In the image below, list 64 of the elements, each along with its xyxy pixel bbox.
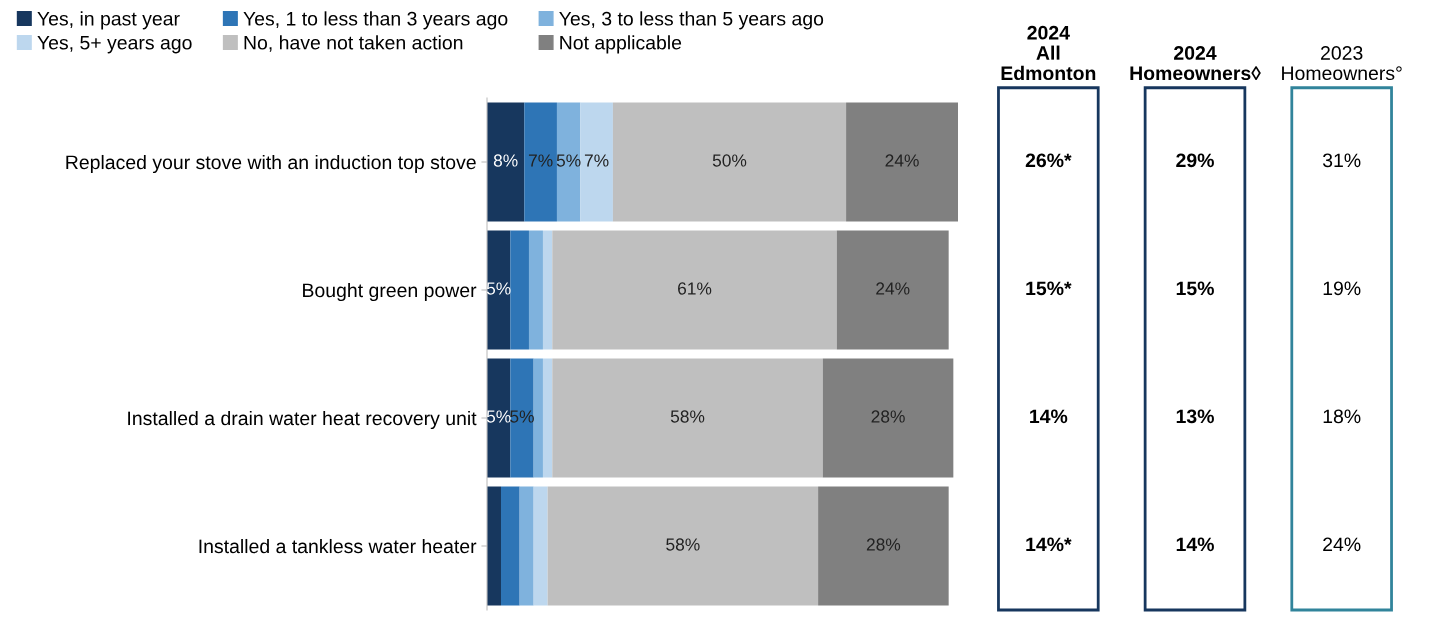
bar — [487, 358, 511, 478]
legend-label: Yes, 5+ years ago — [37, 35, 192, 54]
y-tick-label: Replaced your stove with an induction top stove — [66, 154, 476, 174]
data-label: 5% — [486, 282, 511, 295]
bar — [612, 102, 847, 222]
bar — [846, 102, 958, 222]
category-label: 2024 All Edmonton — [1001, 25, 1096, 81]
category-label: 2023 Homeowners° — [1282, 46, 1402, 81]
bar — [822, 358, 954, 478]
text: 15%* — [1026, 281, 1072, 296]
bar — [528, 230, 543, 350]
bar — [556, 102, 581, 222]
y-tick-label: Bought green power — [303, 282, 477, 302]
bar — [524, 102, 557, 222]
text: 31% — [1322, 153, 1361, 168]
data-label: 58% — [670, 410, 705, 423]
data-label: 5% — [486, 410, 511, 423]
bar — [580, 102, 613, 222]
data-label: 5% — [556, 154, 581, 167]
bar — [547, 486, 819, 606]
text: 19% — [1323, 281, 1361, 296]
bar — [533, 486, 548, 606]
y-tick-label: Installed a tankless water heater — [199, 538, 477, 554]
y-tick-label: Installed a drain water heat recovery unit — [128, 410, 477, 430]
bar — [500, 486, 520, 606]
data-label: 28% — [866, 538, 901, 551]
data-label: 24% — [876, 282, 910, 295]
text: 14%* — [1026, 537, 1072, 552]
data-label: 5% — [510, 410, 534, 423]
bar — [552, 230, 837, 350]
text: 13% — [1176, 409, 1214, 424]
bar — [487, 486, 501, 606]
bar — [836, 230, 949, 350]
bar — [818, 486, 949, 606]
bar — [533, 358, 543, 478]
data-label: 58% — [666, 538, 700, 551]
data-label: 24% — [885, 154, 919, 167]
text: 29% — [1176, 153, 1214, 168]
data-label: 61% — [678, 282, 712, 295]
data-label: 8% — [493, 154, 518, 167]
data-label: 7% — [584, 154, 609, 167]
legend-label: No, have not taken action — [244, 35, 463, 52]
category-label: 2024 Homeowners◊ — [1130, 46, 1261, 81]
text: 14% — [1176, 537, 1214, 552]
bar — [487, 102, 525, 222]
text: 15% — [1176, 281, 1214, 296]
bar — [487, 230, 511, 350]
bar — [542, 230, 553, 350]
legend-label: Yes, in past year — [37, 11, 180, 30]
legend-label: Yes, 1 to less than 3 years ago — [243, 11, 508, 30]
data-label: 7% — [528, 154, 553, 167]
bar — [510, 230, 529, 350]
text: 26%* — [1025, 153, 1072, 168]
bar — [552, 358, 823, 478]
bar — [519, 486, 534, 606]
text: 18% — [1323, 409, 1361, 424]
legend-label: Yes, 3 to less than 5 years ago — [559, 11, 824, 30]
legend-label: Not applicable — [560, 35, 682, 54]
bar — [542, 358, 553, 478]
text: 14% — [1030, 409, 1068, 424]
text: 24% — [1323, 537, 1361, 552]
bar — [510, 358, 534, 478]
data-label: 50% — [712, 154, 747, 167]
data-label: 28% — [871, 410, 905, 423]
